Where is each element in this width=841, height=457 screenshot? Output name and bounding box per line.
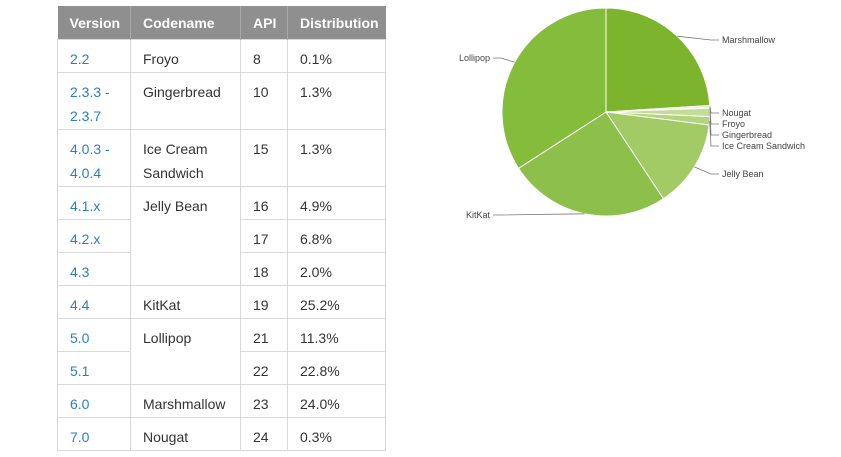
api-cell: 17 bbox=[240, 219, 288, 253]
api-cell: 15 bbox=[240, 129, 288, 187]
leader-line-jelly-bean bbox=[694, 166, 719, 175]
slice-label-kitkat: KitKat bbox=[466, 210, 491, 220]
distribution-cell: 0.3% bbox=[287, 417, 386, 451]
version-link[interactable]: 5.0 bbox=[70, 330, 90, 346]
api-cell: 16 bbox=[240, 186, 288, 220]
codename-cell: Lollipop bbox=[130, 318, 241, 385]
leader-line-froyo bbox=[709, 107, 719, 125]
version-link[interactable]: 2.3.3 - 2.3.7 bbox=[70, 84, 110, 124]
api-cell: 21 bbox=[240, 318, 288, 352]
version-link[interactable]: 4.3 bbox=[70, 264, 90, 280]
codename-cell: Jelly Bean bbox=[130, 186, 241, 286]
codename-cell: Nougat bbox=[130, 417, 241, 451]
distribution-cell: 6.8% bbox=[287, 219, 386, 253]
pie-slice-lollipop bbox=[501, 7, 607, 169]
version-link[interactable]: 4.1.x bbox=[70, 198, 101, 214]
slice-label-gingerbread: Gingerbread bbox=[722, 130, 772, 140]
leader-line-ice-cream-sandwich bbox=[709, 120, 719, 147]
version-link[interactable]: 7.0 bbox=[70, 429, 90, 445]
leader-line-nougat bbox=[709, 106, 719, 114]
distribution-cell: 0.1% bbox=[287, 39, 386, 73]
api-cell: 23 bbox=[240, 384, 288, 418]
distribution-cell: 2.0% bbox=[287, 252, 386, 286]
version-link[interactable]: 6.0 bbox=[70, 396, 90, 412]
api-cell: 19 bbox=[240, 285, 288, 319]
header-codename: Codename bbox=[130, 6, 241, 40]
api-cell: 10 bbox=[240, 72, 288, 130]
version-cell: 5.1 bbox=[57, 351, 131, 385]
table-row: 6.0 Marshmallow 23 24.0% bbox=[57, 384, 386, 418]
distribution-cell: 24.0% bbox=[287, 384, 386, 418]
table-row: 2.2 Froyo 8 0.1% bbox=[57, 39, 386, 73]
table-row: 4.0.3 - 4.0.4 Ice Cream Sandwich 15 1.3% bbox=[57, 129, 386, 187]
version-cell: 2.2 bbox=[57, 39, 131, 73]
api-cell: 22 bbox=[240, 351, 288, 385]
distribution-cell: 25.2% bbox=[287, 285, 386, 319]
leader-line-marshmallow bbox=[677, 35, 719, 41]
version-cell: 4.1.x bbox=[57, 186, 131, 220]
version-cell: 2.3.3 - 2.3.7 bbox=[57, 72, 131, 130]
version-link[interactable]: 4.2.x bbox=[70, 231, 101, 247]
slice-label-ice-cream-sandwich: Ice Cream Sandwich bbox=[722, 141, 805, 151]
leader-line-lollipop bbox=[493, 57, 515, 63]
version-cell: 7.0 bbox=[57, 417, 131, 451]
version-cell: 4.2.x bbox=[57, 219, 131, 253]
table-header-row: Version Codename API Distribution bbox=[57, 6, 386, 40]
table-row: 4.3 18 2.0% bbox=[57, 252, 386, 286]
codename-cell: Ice Cream Sandwich bbox=[130, 129, 241, 187]
header-api: API bbox=[240, 6, 288, 40]
codename-cell: Marshmallow bbox=[130, 384, 241, 418]
codename-cell: Froyo bbox=[130, 39, 241, 73]
table-row: 4.2.x 17 6.8% bbox=[57, 219, 386, 253]
leader-line-kitkat bbox=[493, 213, 585, 216]
table-row: 7.0 Nougat 24 0.3% bbox=[57, 417, 386, 451]
version-cell: 4.0.3 - 4.0.4 bbox=[57, 129, 131, 187]
pie-slice-jelly-bean bbox=[604, 111, 710, 200]
api-cell: 24 bbox=[240, 417, 288, 451]
distribution-cell: 22.8% bbox=[287, 351, 386, 385]
api-cell: 8 bbox=[240, 39, 288, 73]
slice-label-froyo: Froyo bbox=[722, 119, 745, 129]
version-cell: 5.0 bbox=[57, 318, 131, 352]
table-row: 2.3.3 - 2.3.7 Gingerbread 10 1.3% bbox=[57, 72, 386, 130]
slice-label-lollipop: Lollipop bbox=[459, 53, 490, 63]
distribution-cell: 11.3% bbox=[287, 318, 386, 352]
version-cell: 4.4 bbox=[57, 285, 131, 319]
slice-label-jelly-bean: Jelly Bean bbox=[722, 169, 764, 179]
table-row: 4.4 KitKat 19 25.2% bbox=[57, 285, 386, 319]
pie-slices bbox=[501, 7, 711, 217]
header-distribution: Distribution bbox=[287, 6, 386, 40]
version-link[interactable]: 4.0.3 - 4.0.4 bbox=[70, 141, 110, 181]
slice-label-marshmallow: Marshmallow bbox=[722, 35, 776, 45]
distribution-cell: 1.3% bbox=[287, 129, 386, 187]
codename-cell: Gingerbread bbox=[130, 72, 241, 130]
api-cell: 18 bbox=[240, 252, 288, 286]
table-row: 5.0 Lollipop 21 11.3% bbox=[57, 318, 386, 385]
pie-slice-marshmallow bbox=[605, 7, 711, 113]
version-link[interactable]: 4.4 bbox=[70, 297, 90, 313]
codename-cell: KitKat bbox=[130, 285, 241, 319]
table-row: 4.1.x Jelly Bean 16 4.9% bbox=[57, 186, 386, 286]
distribution-cell: 1.3% bbox=[287, 72, 386, 130]
distribution-cell: 4.9% bbox=[287, 186, 386, 220]
header-version: Version bbox=[57, 6, 131, 40]
version-link[interactable]: 2.2 bbox=[70, 51, 90, 67]
leader-line-gingerbread bbox=[709, 112, 719, 136]
slice-label-nougat: Nougat bbox=[722, 108, 752, 118]
version-cell: 4.3 bbox=[57, 252, 131, 286]
distribution-table: Version Codename API Distribution 2.2 Fr… bbox=[57, 6, 386, 451]
version-cell: 6.0 bbox=[57, 384, 131, 418]
table-row: 5.1 22 22.8% bbox=[57, 351, 386, 385]
version-link[interactable]: 5.1 bbox=[70, 363, 90, 379]
